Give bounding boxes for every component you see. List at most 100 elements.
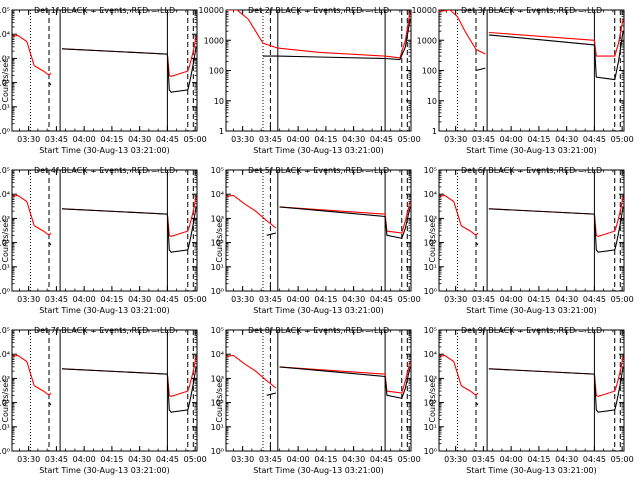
x-tick-label: 04:15 [100,455,123,464]
series-events-line [266,366,411,399]
series-events-line [48,206,197,253]
x-tick-label: 04:30 [342,295,365,304]
y-tick-label: 1 [432,127,437,136]
y-tick-label: 10⁴ [211,350,224,359]
x-tick-label: 05:00 [184,455,207,464]
x-tick-label: 05:00 [611,455,634,464]
y-tick-label: 10³ [0,54,10,63]
x-tick-label: 03:45 [259,135,282,144]
y-tick-label: 10⁵ [0,166,10,175]
x-tick-label: 03:30 [444,295,467,304]
panel-title: Det 7f BLACK = Events, RED = LLD [34,326,175,335]
y-tick-label: 10² [0,399,10,408]
panel-det-6: 10⁰ 10¹ 10² 10³ 10⁴ 10⁵ 03:30 03:45 04:00 04:15 04… [424,166,634,315]
x-axis-title: Start Time (30-Aug-13 03:21:00) [253,146,384,155]
y-tick-label: 10¹ [211,423,224,432]
y-tick-label: 10⁵ [424,326,437,335]
y-tick-label: 10⁰ [0,287,10,296]
y-tick-label: 10⁵ [0,326,10,335]
x-tick-label: 04:00 [500,455,523,464]
panel-title: Det 4f BLACK = Events, RED = LLD [34,166,175,175]
series-events-line [475,31,624,81]
x-tick-label: 03:45 [472,455,495,464]
x-tick-label: 05:00 [184,135,207,144]
y-tick-label: 10⁰ [0,127,10,136]
y-tick-label: 10⁵ [0,6,10,15]
panel-det-7: 10⁰ 10¹ 10² 10³ 10⁴ 10⁵ 03:30 03:45 04:00 04:15 04… [0,326,207,475]
y-tick-label: 10⁴ [424,190,437,199]
x-tick-label: 04:45 [370,295,393,304]
x-tick-label: 03:30 [444,135,467,144]
x-tick-label: 03:30 [444,455,467,464]
x-tick-label: 05:00 [611,135,634,144]
x-tick-label: 03:30 [17,295,40,304]
plot-frame [11,9,198,132]
x-tick-label: 04:00 [500,295,523,304]
x-tick-label: 03:45 [45,455,68,464]
y-tick-label: 1000 [204,36,224,45]
plot-frame [438,169,625,292]
x-tick-label: 03:30 [17,135,40,144]
x-tick-label: 04:00 [287,135,310,144]
y-tick-label: 100 [209,67,224,76]
y-tick-label: 10³ [0,214,10,223]
x-tick-label: 04:15 [314,135,337,144]
y-tick-label: 10 [427,97,437,106]
y-tick-label: 10⁴ [424,350,437,359]
y-tick-label: 10² [0,79,10,88]
y-tick-label: 10⁰ [424,447,437,456]
y-tick-label: 10¹ [0,423,10,432]
x-tick-label: 04:30 [128,295,151,304]
plot-frame [11,169,198,292]
y-tick-label: 10¹ [211,263,224,272]
panel-det-9: 10⁰ 10¹ 10² 10³ 10⁴ 10⁵ 03:30 03:45 04:00 04:15 04… [424,326,634,475]
x-tick-label: 03:45 [259,455,282,464]
y-tick-label: 10⁰ [211,447,224,456]
x-tick-label: 04:30 [128,455,151,464]
x-tick-label: 04:00 [73,135,96,144]
series-events-line [263,19,411,61]
x-axis-title: Start Time (30-Aug-13 03:21:00) [39,306,170,315]
y-tick-label: 10¹ [424,423,437,432]
panel-title: Det 5f BLACK = Events, RED = LLD [248,166,389,175]
panel-title: Det 6f BLACK = Events, RED = LLD [461,166,602,175]
x-tick-label: 03:45 [45,135,68,144]
y-axis-title: Counts/sec [1,378,10,422]
x-tick-label: 04:15 [527,295,550,304]
x-tick-label: 04:00 [287,295,310,304]
x-tick-label: 04:30 [342,135,365,144]
y-tick-label: 10³ [0,374,10,383]
y-tick-label: 10 [214,97,224,106]
x-axis-title: Start Time (30-Aug-13 03:21:00) [253,306,384,315]
x-tick-label: 04:30 [555,295,578,304]
y-tick-label: 10³ [211,374,224,383]
panel-det-1: 10⁰ 10¹ 10² 10³ 10⁴ 10⁵ 03:30 03:45 04:00 04:15 04… [0,6,207,155]
x-tick-label: 05:00 [611,295,634,304]
plot-frame [225,169,412,292]
x-tick-label: 05:00 [398,295,421,304]
x-axis-title: Start Time (30-Aug-13 03:21:00) [39,466,170,475]
x-tick-label: 04:45 [583,135,606,144]
x-tick-label: 03:30 [231,455,254,464]
plot-frame [438,329,625,452]
series-events-line [475,206,624,253]
y-tick-label: 10000 [412,6,437,15]
y-tick-label: 10³ [211,214,224,223]
x-tick-label: 04:45 [583,455,606,464]
panel-title: Det 2f BLACK = Events, RED = LLD [248,6,389,15]
series-lld-line [226,354,411,394]
panel-det-2: 1 10 100 1000 10000 03:30 03:45 04:00 04:15 04:30… [199,6,421,155]
x-tick-label: 05:00 [398,135,421,144]
y-tick-label: 10¹ [0,263,10,272]
series-lld-line [226,194,411,234]
panel-det-8: 10⁰ 10¹ 10² 10³ 10⁴ 10⁵ 03:30 03:45 04:00 04:15 04… [211,326,421,475]
y-tick-label: 10⁵ [424,166,437,175]
panel-det-4: 10⁰ 10¹ 10² 10³ 10⁴ 10⁵ 03:30 03:45 04:00 04:15 04… [0,166,207,315]
y-tick-label: 100 [422,67,437,76]
x-tick-label: 04:45 [156,135,179,144]
x-tick-label: 04:30 [555,455,578,464]
x-tick-label: 04:00 [73,455,96,464]
x-tick-label: 04:45 [156,295,179,304]
x-tick-label: 04:15 [314,295,337,304]
